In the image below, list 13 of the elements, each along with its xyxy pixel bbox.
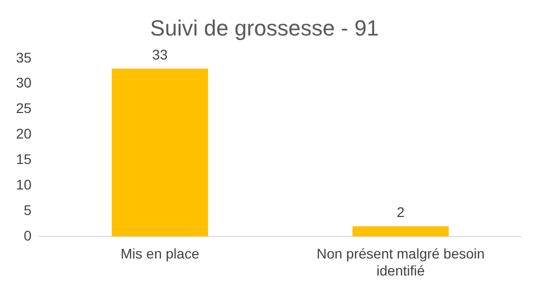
y-tick-label: 5 [24, 202, 32, 218]
chart-title: Suivi de grossesse - 91 [150, 15, 379, 40]
y-tick-label: 35 [16, 49, 32, 66]
y-tick-label: 0 [24, 227, 32, 244]
y-tick-label: 10 [16, 176, 32, 192]
x-tick-label: Non présent malgré besoin identifié [316, 246, 485, 278]
data-label: 33 [152, 46, 168, 62]
y-tick-label: 25 [16, 100, 32, 116]
data-label: 2 [396, 204, 405, 220]
y-tick-label: 20 [16, 126, 32, 142]
y-tick-label: 15 [16, 150, 32, 167]
y-tick-label: 30 [16, 74, 32, 91]
x-tick-label: Mis en place [120, 246, 200, 262]
